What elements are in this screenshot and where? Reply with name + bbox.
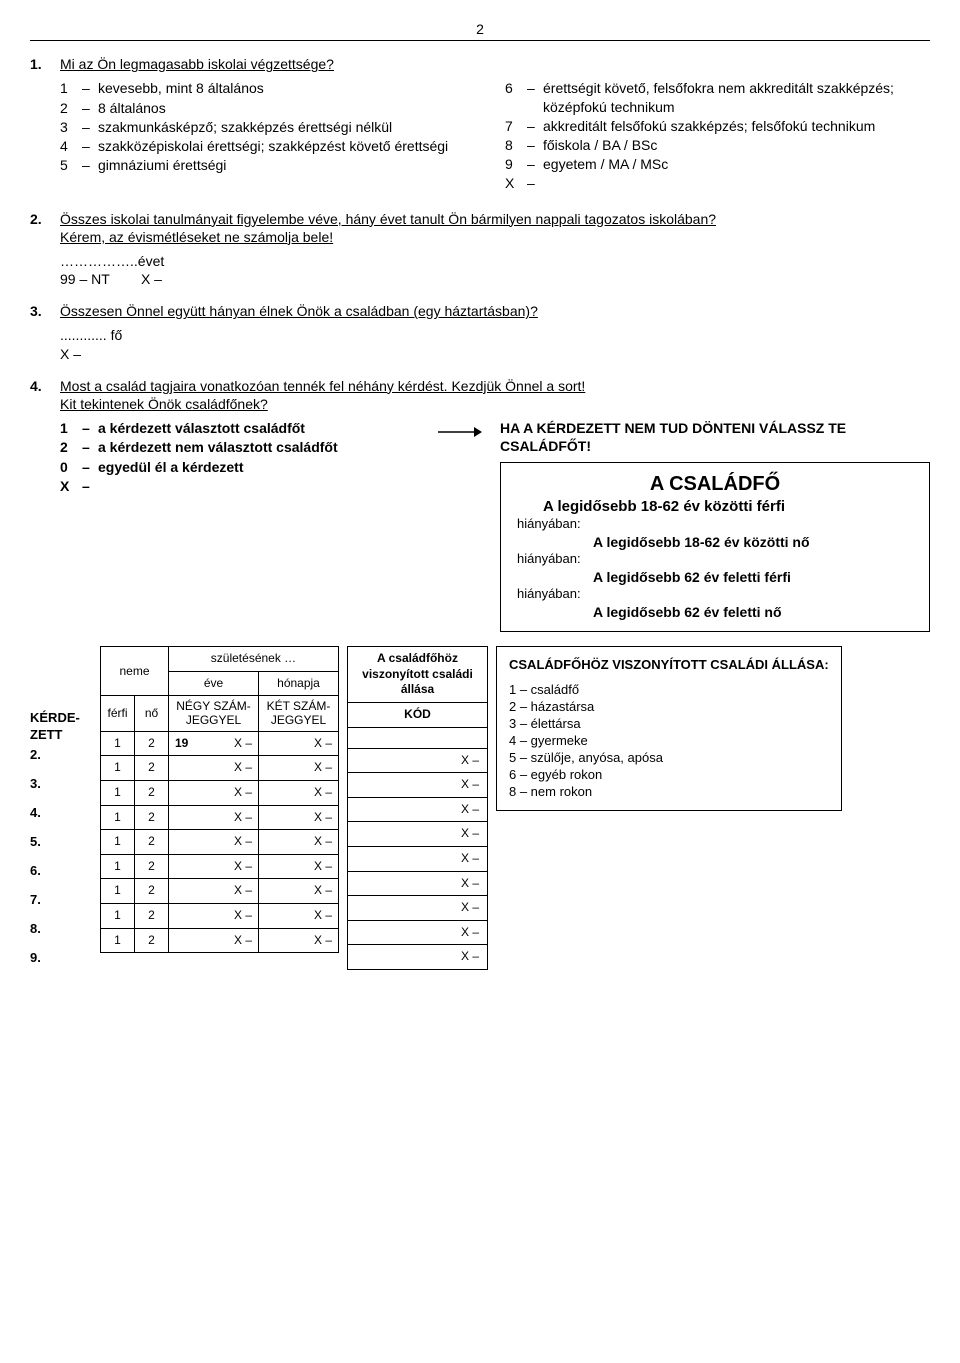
- relation-item: 5 – szülője, anyósa, apósa: [509, 750, 829, 767]
- q4-instr: HA A KÉRDEZETT NEM TUD DÖNTENI VÁLASSZ T…: [500, 419, 930, 455]
- q4: 4. Most a család tagjaira vonatkozóan te…: [30, 377, 930, 413]
- option: 5–gimnáziumi érettségi: [60, 156, 485, 174]
- relation-item: 3 – élettársa: [509, 716, 829, 733]
- table-row: 12X –X –: [101, 854, 339, 879]
- option: 8–főiskola / BA / BSc: [505, 136, 930, 154]
- relation-item: 4 – gyermeke: [509, 733, 829, 750]
- family-table-layout: KÉRDE-ZETT2.3.4.5.6.7.8.9. neme születés…: [30, 646, 930, 973]
- table-row: 1219X –X –: [101, 731, 339, 756]
- row-label: 4.: [30, 799, 92, 828]
- row-label: KÉRDE-ZETT: [30, 712, 92, 741]
- kcol-row: X –: [348, 847, 488, 872]
- q2: 2. Összes iskolai tanulmányait figyelemb…: [30, 210, 930, 246]
- q1-text: Mi az Ön legmagasabb iskolai végzettsége…: [60, 55, 930, 73]
- kcol-row: X –: [348, 773, 488, 798]
- table-row: 12X –X –: [101, 830, 339, 855]
- q2-num: 2.: [30, 210, 60, 246]
- q1-num: 1.: [30, 55, 60, 73]
- relation-item: 2 – házastársa: [509, 699, 829, 716]
- q2-answer: ……………..évet 99 – NT X –: [60, 252, 930, 288]
- kcol-row: X –: [348, 871, 488, 896]
- q4-option: 0–egyedül él a kérdezett: [60, 458, 420, 476]
- q4-option: 1–a kérdezett választott családfőt: [60, 419, 420, 437]
- kcol-row: X –: [348, 748, 488, 773]
- table-row: 12X –X –: [101, 781, 339, 806]
- kcol-row: X –: [348, 822, 488, 847]
- kcol-row: X –: [348, 945, 488, 970]
- relation-item: 8 – nem rokon: [509, 784, 829, 801]
- kcol-row: X –: [348, 920, 488, 945]
- q3-text: Összesen Önnel együtt hányan élnek Önök …: [60, 302, 930, 320]
- relation-item: 6 – egyéb rokon: [509, 767, 829, 784]
- relation-item: 1 – családfő: [509, 682, 829, 699]
- table-row: 12X –X –: [101, 904, 339, 929]
- option: 1–kevesebb, mint 8 általános: [60, 79, 485, 97]
- relation-box: CSALÁDFŐHÖZ VISZONYÍTOTT CSALÁDI ÁLLÁSA:…: [496, 646, 842, 811]
- q4-num: 4.: [30, 377, 60, 413]
- option: 6–érettségit követő, felsőfokra nem akkr…: [505, 79, 930, 115]
- table-row: 12X –X –: [101, 805, 339, 830]
- q3: 3. Összesen Önnel együtt hányan élnek Ön…: [30, 302, 930, 320]
- q2-text: Összes iskolai tanulmányait figyelembe v…: [60, 210, 930, 246]
- kcol-row: X –: [348, 797, 488, 822]
- table-row: 12X –X –: [101, 879, 339, 904]
- row-label: 2.: [30, 741, 92, 770]
- option: 2–8 általános: [60, 99, 485, 117]
- q4-body: 1–a kérdezett választott családfőt2–a ké…: [60, 419, 930, 632]
- csaladfo-box: A CSALÁDFŐ A legidősebb 18-62 év közötti…: [500, 462, 930, 633]
- q4-option: 2–a kérdezett nem választott családfőt: [60, 438, 420, 456]
- option: 7–akkreditált felsőfokú szakképzés; fels…: [505, 117, 930, 135]
- q4-option: X–: [60, 477, 420, 495]
- row-label: 5.: [30, 828, 92, 857]
- table-row: 12X –X –: [101, 756, 339, 781]
- option: 9–egyetem / MA / MSc: [505, 155, 930, 173]
- row-label: 6.: [30, 857, 92, 886]
- q1: 1. Mi az Ön legmagasabb iskolai végzetts…: [30, 55, 930, 73]
- row-label: 7.: [30, 886, 92, 915]
- kcol-table: A családfőhöz viszonyított családi állás…: [347, 646, 488, 970]
- option: X–: [505, 174, 930, 192]
- kcol-row: X –: [348, 896, 488, 921]
- page-number: 2: [30, 20, 930, 41]
- row-label: 9.: [30, 944, 92, 973]
- row-label: 3.: [30, 770, 92, 799]
- table-row: 12X –X –: [101, 928, 339, 953]
- q3-num: 3.: [30, 302, 60, 320]
- row-label: 8.: [30, 915, 92, 944]
- arrow-icon: [438, 425, 482, 439]
- q1-options: 1–kevesebb, mint 8 általános 2–8 általáno…: [60, 79, 930, 193]
- q4-text: Most a család tagjaira vonatkozóan tenné…: [60, 377, 930, 413]
- main-table: neme születésének … éve hónapja férfi nő…: [100, 646, 339, 953]
- q3-answer: ............ fő X –: [60, 326, 930, 362]
- option: 4–szakközépiskolai érettségi; szakképzés…: [60, 137, 485, 155]
- option: 3–szakmunkásképző; szakképzés érettségi …: [60, 118, 485, 136]
